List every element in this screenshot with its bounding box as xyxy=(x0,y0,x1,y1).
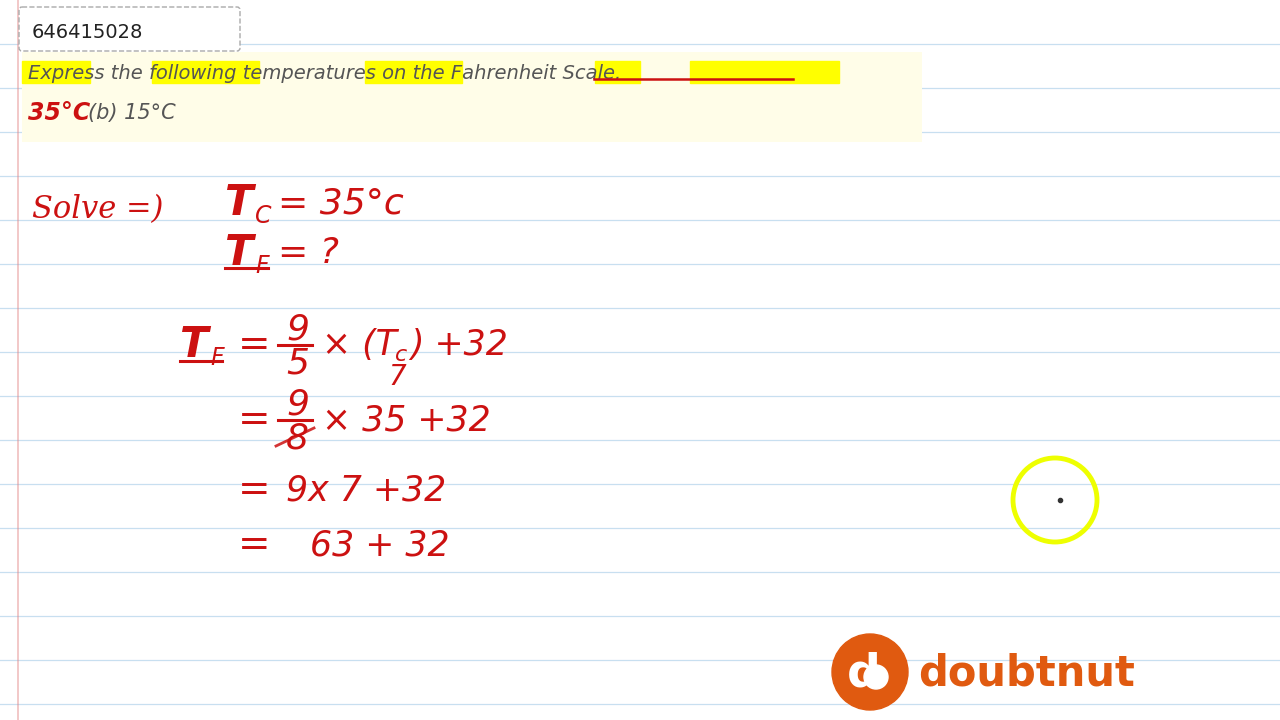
Circle shape xyxy=(832,634,908,710)
Bar xyxy=(595,61,640,83)
Bar xyxy=(365,61,462,83)
Text: = 35°c: = 35°c xyxy=(278,186,403,220)
Text: 5: 5 xyxy=(285,346,308,380)
Text: T: T xyxy=(180,324,209,366)
Bar xyxy=(690,61,838,83)
Bar xyxy=(22,61,90,83)
Text: 9x 7 +32: 9x 7 +32 xyxy=(285,473,447,507)
Text: =: = xyxy=(238,326,270,364)
Bar xyxy=(152,61,259,83)
Text: =: = xyxy=(238,401,270,439)
Text: Express the following temperatures on the Fahrenheit Scale.: Express the following temperatures on th… xyxy=(28,63,621,83)
Text: F: F xyxy=(210,346,224,370)
Text: =: = xyxy=(238,526,270,564)
Text: T: T xyxy=(225,182,253,224)
Text: = ?: = ? xyxy=(278,236,339,270)
FancyBboxPatch shape xyxy=(19,7,241,51)
Text: ) +32: ) +32 xyxy=(410,328,508,362)
Text: T: T xyxy=(225,232,253,274)
Text: 63 + 32: 63 + 32 xyxy=(310,528,449,562)
Text: C: C xyxy=(255,204,271,228)
Text: doubtnut: doubtnut xyxy=(918,653,1135,695)
Text: Solve =): Solve =) xyxy=(32,194,164,225)
Text: 8: 8 xyxy=(285,421,308,455)
Text: d: d xyxy=(847,652,881,696)
FancyBboxPatch shape xyxy=(22,52,922,142)
Text: 35°C: 35°C xyxy=(28,101,91,125)
Text: 9: 9 xyxy=(285,387,308,421)
Text: 7: 7 xyxy=(388,363,406,391)
Text: 646415028: 646415028 xyxy=(32,22,143,42)
Text: × 35 +32: × 35 +32 xyxy=(323,403,490,437)
Text: F: F xyxy=(255,254,269,278)
Text: c: c xyxy=(396,345,407,365)
Text: (b) 15°C: (b) 15°C xyxy=(88,103,175,123)
Circle shape xyxy=(864,665,888,689)
Text: × (T: × (T xyxy=(323,328,397,362)
Text: 9: 9 xyxy=(285,312,308,346)
Text: =: = xyxy=(238,471,270,509)
